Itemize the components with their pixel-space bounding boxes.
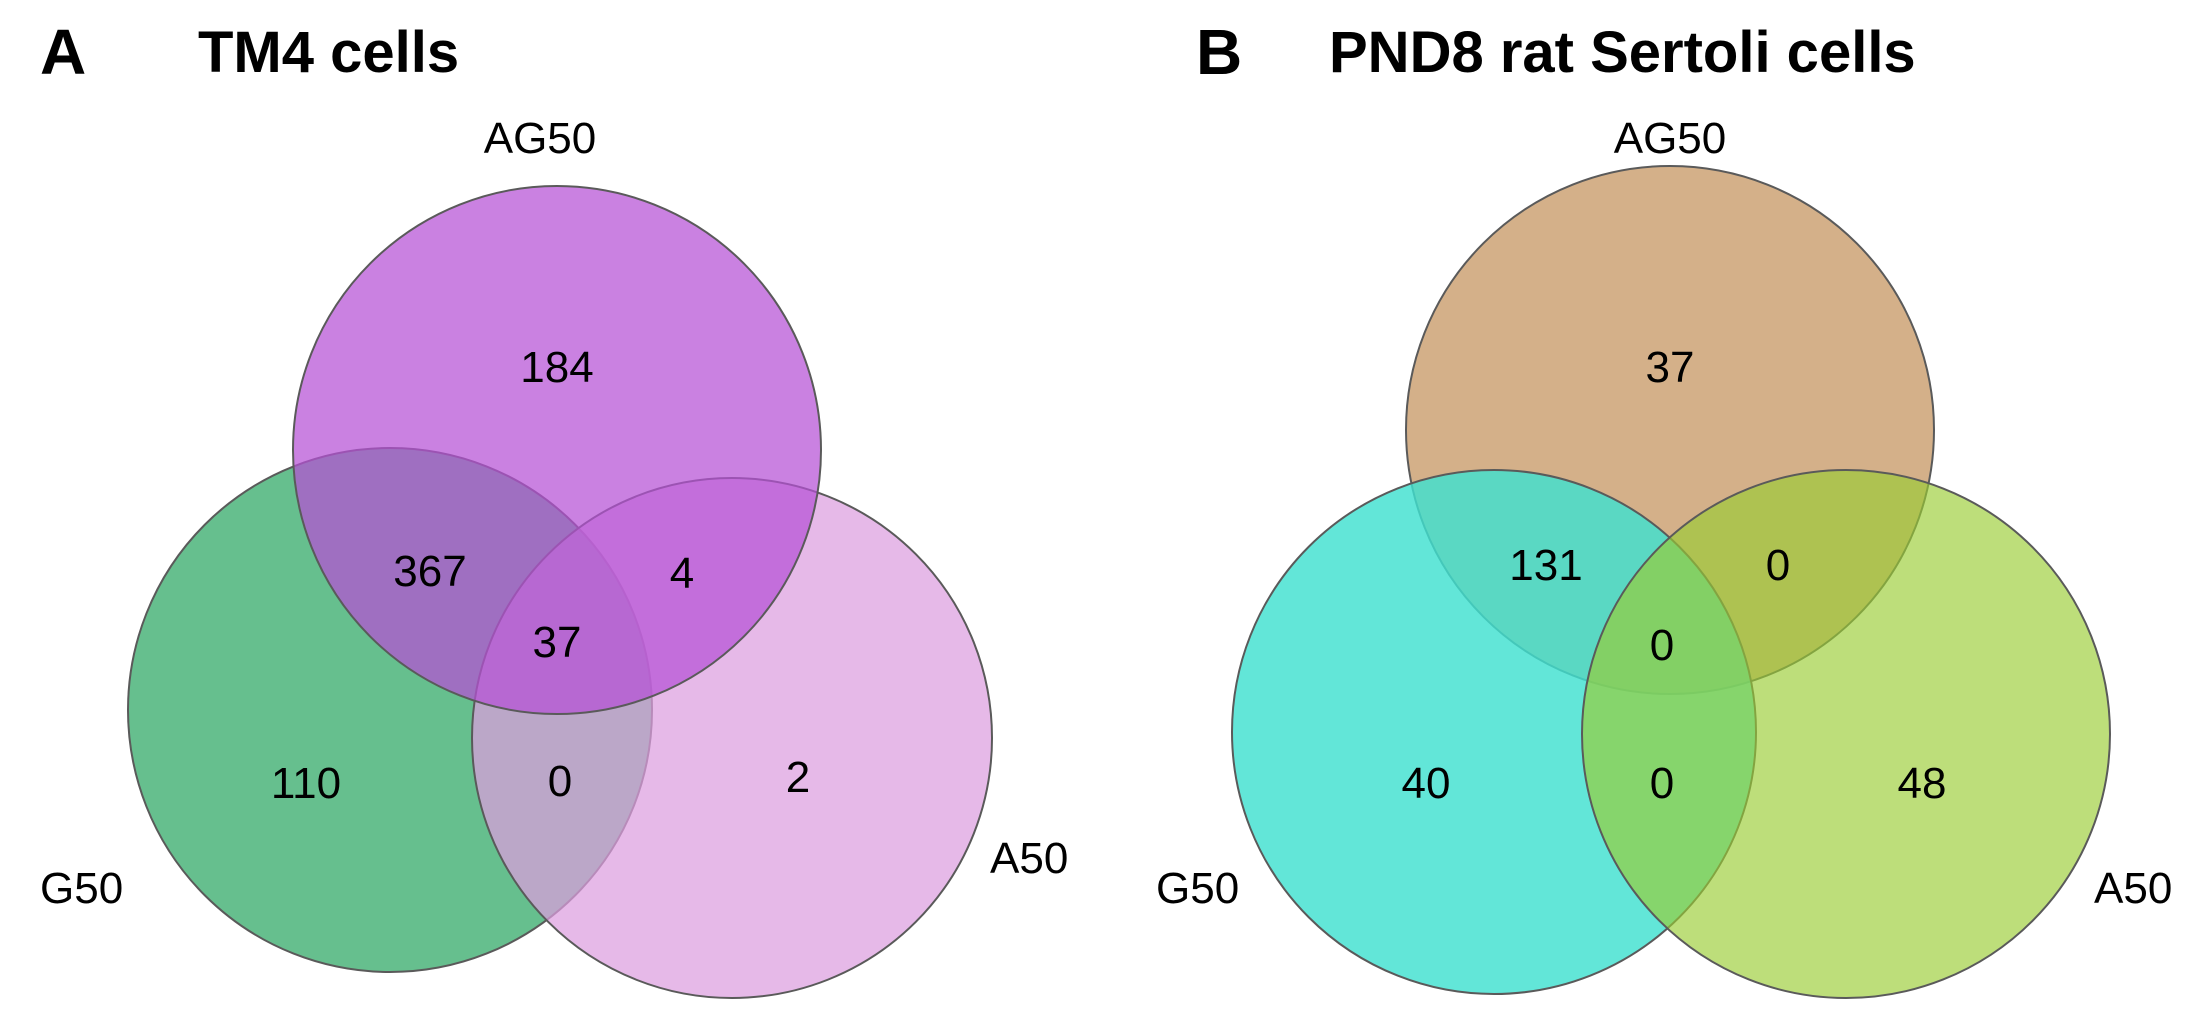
- set-label-g50: G50: [1156, 864, 1239, 913]
- count-g50-a50: 0: [1650, 759, 1674, 808]
- count-a50-only: 2: [786, 753, 810, 802]
- count-g50-a50: 0: [548, 757, 572, 806]
- count-ag50-only: 184: [520, 343, 593, 392]
- venn-diagram-b: AG50 G50 A50 37 131 0 0 40 0 48: [1156, 114, 2172, 999]
- count-ag50-g50: 367: [393, 547, 466, 596]
- panel-letter: A: [40, 16, 87, 88]
- set-label-a50: A50: [2094, 864, 2172, 913]
- set-label-g50: G50: [40, 864, 123, 913]
- panel-letter: B: [1196, 16, 1243, 88]
- set-label-ag50: AG50: [1614, 114, 1727, 163]
- count-a50-only: 48: [1898, 759, 1947, 808]
- count-all-three: 0: [1650, 621, 1674, 670]
- panel-title: PND8 rat Sertoli cells: [1329, 20, 1916, 85]
- count-all-three: 37: [533, 618, 582, 667]
- count-g50-only: 110: [271, 759, 341, 808]
- count-ag50-only: 37: [1646, 343, 1695, 392]
- set-label-a50: A50: [990, 834, 1068, 883]
- set-circle-ag50: [292, 185, 822, 715]
- venn-diagram-a: AG50 G50 A50 184 367 4 37 110 0 2: [40, 114, 1068, 999]
- set-circle-a50: [1581, 469, 2111, 999]
- venn-panel-b: B PND8 rat Sertoli cells AG50 G50 A50 37…: [1094, 0, 2188, 1026]
- count-ag50-a50: 0: [1766, 541, 1790, 590]
- count-ag50-g50: 131: [1509, 541, 1582, 590]
- count-ag50-a50: 4: [670, 549, 694, 598]
- venn-panel-a: A TM4 cells AG50 G50 A50 184 367 4 37 11…: [40, 16, 1068, 999]
- count-g50-only: 40: [1402, 759, 1451, 808]
- panel-title: TM4 cells: [198, 20, 460, 85]
- set-label-ag50: AG50: [484, 114, 597, 163]
